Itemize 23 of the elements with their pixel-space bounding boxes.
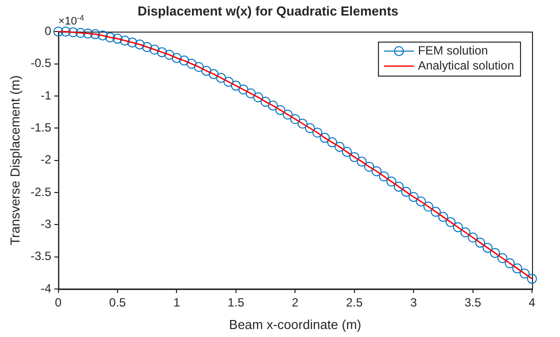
x-tick-label: 0.5 <box>109 296 126 310</box>
legend-label: Analytical solution <box>418 58 514 72</box>
y-tick-label: 0 <box>44 24 52 38</box>
legend-label: FEM solution <box>418 43 488 58</box>
y-tick-label: -3 <box>40 216 52 231</box>
y-tick-label: -3.5 <box>30 249 52 264</box>
x-tick-label: 0 <box>54 296 62 310</box>
chart-title: Displacement w(x) for Quadratic Elements <box>138 3 398 18</box>
y-tick-label: -0.5 <box>30 56 52 70</box>
y-tick-label: -4 <box>40 281 52 296</box>
y-tick-label: -2.5 <box>30 184 52 199</box>
x-tick-label: 2 <box>292 296 299 310</box>
x-tick-label: 4 <box>528 296 536 310</box>
x-tick-label: 2.5 <box>346 296 364 310</box>
y-tick-label: -2 <box>40 152 52 167</box>
x-tick-label: 3 <box>410 296 418 310</box>
y-tick-label: -1.5 <box>30 120 52 134</box>
y-axis-title: Transverse Displacement (m) <box>7 75 22 246</box>
x-tick-label: 3.5 <box>464 296 482 310</box>
y-tick-label: -1 <box>40 88 52 102</box>
x-axis-title: Beam x-coordinate (m) <box>229 316 362 332</box>
x-tick-label: 1.5 <box>228 296 245 310</box>
x-tick-label: 1 <box>173 296 180 310</box>
